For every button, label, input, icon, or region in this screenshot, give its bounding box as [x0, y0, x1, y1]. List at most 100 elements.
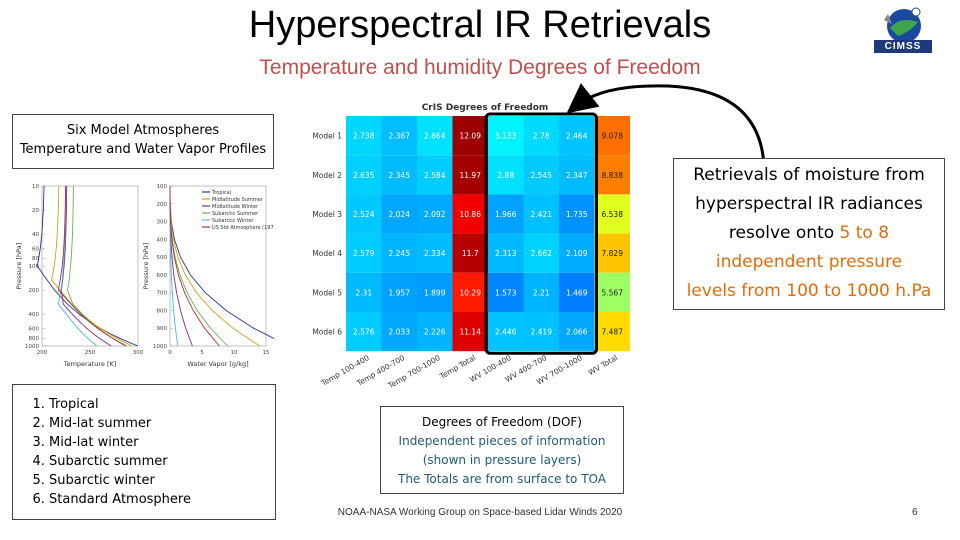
heatmap-cell-value: 2.334 — [424, 249, 446, 258]
temp-y-tick: 20 — [32, 208, 39, 214]
wv-y-tick: 500 — [157, 255, 168, 261]
heatmap-cell-value: 11.7 — [462, 249, 479, 258]
heatmap-row-label: Model 4 — [312, 249, 342, 258]
heatmap-cell-value: 12.09 — [460, 132, 482, 141]
heatmap-cell-value: 1.735 — [566, 210, 588, 219]
heatmap-cell-value: 2.576 — [353, 328, 375, 337]
heatmap-cell-value: 2.226 — [424, 328, 446, 337]
heatmap-cell — [346, 116, 382, 156]
dof-line2: Independent pieces of information — [398, 434, 606, 448]
atmospheres-heading-line2: Temperature and Water Vapor Profiles — [19, 142, 267, 157]
legend-entry: US Std Atmosphere (1976) — [212, 225, 274, 231]
heatmap-cell — [417, 194, 453, 234]
heatmap-cell — [594, 155, 630, 195]
heatmap-cell-value: 9.078 — [602, 132, 624, 141]
heatmap-cell-value: 2.419 — [531, 328, 553, 337]
retrieval-line2: hyperspectral IR radiances — [695, 194, 923, 214]
temp-y-tick: 10 — [32, 184, 39, 190]
heatmap-cell — [523, 272, 559, 312]
heatmap-cell — [381, 272, 417, 312]
heatmap-cell — [488, 272, 524, 312]
heatmap-row-labels: Model 1 Model 2 Model 3 Model 4 Model 5 Model… — [312, 132, 342, 337]
legend-entry: Midlatitude Winter — [212, 204, 259, 210]
heatmap-cell-value: 5.567 — [602, 288, 624, 297]
heatmap-cell — [346, 312, 382, 352]
temp-profile-line — [51, 185, 133, 347]
heatmap-cell — [417, 272, 453, 312]
heatmap-cell — [381, 233, 417, 273]
wv-y-tick: 200 — [157, 202, 168, 208]
atmosphere-list: Tropical Mid-lat summer Mid-lat winter S… — [21, 395, 275, 509]
heatmap-cell-value: 2.864 — [424, 132, 446, 141]
dof-line3: (shown in pressure layers) — [422, 453, 582, 467]
temp-profile-line — [57, 185, 97, 347]
heatmap-cell — [452, 194, 488, 234]
list-item: Subarctic winter — [49, 471, 275, 490]
legend-entry: Subarctic Summer — [212, 211, 259, 217]
heatmap-cell — [417, 233, 453, 273]
legend-entry: Midlatitude Summer — [212, 197, 264, 203]
heatmap-row-label: Model 3 — [312, 210, 342, 219]
temp-ylabel: Pressure [hPa] — [15, 243, 23, 290]
retrieval-line3: resolve onto 5 to 8 — [674, 219, 944, 248]
heatmap-cell-value: 6.538 — [602, 210, 624, 219]
wv-y-tick: 400 — [157, 237, 168, 243]
heatmap-cell — [381, 194, 417, 234]
temp-y-tick: 400 — [29, 312, 40, 318]
heatmap-row-label: Model 5 — [312, 288, 342, 297]
heatmap-cell-value: 11.97 — [460, 171, 482, 180]
heatmap-cell-value: 2.545 — [531, 171, 553, 180]
heatmap-cell — [381, 116, 417, 156]
heatmap-cell — [594, 233, 630, 273]
heatmap-cell — [594, 272, 630, 312]
heatmap-cell — [417, 312, 453, 352]
temp-x-tick: 300 — [133, 350, 144, 356]
temp-y-tick: 1000 — [25, 344, 39, 350]
heatmap-cell-value: 2.584 — [424, 171, 446, 180]
heatmap-cell — [417, 116, 453, 156]
temp-profile-line — [36, 185, 139, 347]
heatmap-cell — [346, 233, 382, 273]
heatmap-cell-value: 2.21 — [533, 288, 550, 297]
heatmap-cell-value: 2.066 — [566, 328, 588, 337]
heatmap-cell — [346, 155, 382, 195]
heatmap-cell-value: 2.88 — [497, 171, 514, 180]
heatmap-cell-value: 10.29 — [460, 288, 482, 297]
heatmap-cell — [381, 312, 417, 352]
heatmap-cell-value: 2.738 — [353, 132, 375, 141]
heatmap-cell — [346, 194, 382, 234]
heatmap-cell — [452, 312, 488, 352]
slide-subtitle: Temperature and humidity Degrees of Free… — [259, 56, 701, 79]
wv-y-tick: 600 — [157, 273, 168, 279]
wv-y-ticks: 100 200 300 400 500 600 700 800 900 1000 — [153, 184, 173, 350]
list-item: Tropical — [49, 395, 275, 414]
wv-x-tick: 0 — [168, 350, 172, 356]
atmospheres-heading-box: Six Model Atmospheres Temperature and Wa… — [12, 114, 274, 169]
heatmap-cell-value: 1.966 — [495, 210, 517, 219]
heatmap-column-label: WV Total — [587, 353, 620, 377]
atmospheres-heading-line1: Six Model Atmospheres — [66, 123, 220, 138]
heatmap-cell-value: 2.78 — [533, 132, 550, 141]
footer-text: NOAA-NASA Working Group on Space-based L… — [337, 507, 623, 518]
heatmap-cell-value: 3.133 — [495, 132, 517, 141]
heatmap-cell-value: 1.957 — [389, 288, 411, 297]
retrieval-line5: levels from 100 to 1000 h.Pa — [686, 281, 932, 301]
heatmap-cell — [488, 194, 524, 234]
heatmap-cell — [488, 116, 524, 156]
heatmap-cell-value: 2.464 — [566, 132, 588, 141]
heatmap-cell — [523, 194, 559, 234]
heatmap-cell — [523, 116, 559, 156]
temp-curves — [36, 185, 139, 347]
list-item: Standard Atmosphere — [49, 490, 275, 509]
heatmap-cell — [381, 155, 417, 195]
retrieval-line3-prefix: resolve onto — [728, 223, 840, 243]
wv-y-tick: 900 — [157, 326, 168, 332]
heatmap-cell-value: 1.573 — [495, 288, 517, 297]
heatmap-cell-value: 7.487 — [602, 328, 624, 337]
heatmap-cell-value: 2.635 — [353, 171, 375, 180]
wv-plot-area — [169, 185, 267, 347]
page-number: 6 — [912, 507, 918, 518]
heatmap-cell — [523, 233, 559, 273]
heatmap-cell — [452, 233, 488, 273]
temp-y-tick: 800 — [29, 336, 40, 342]
